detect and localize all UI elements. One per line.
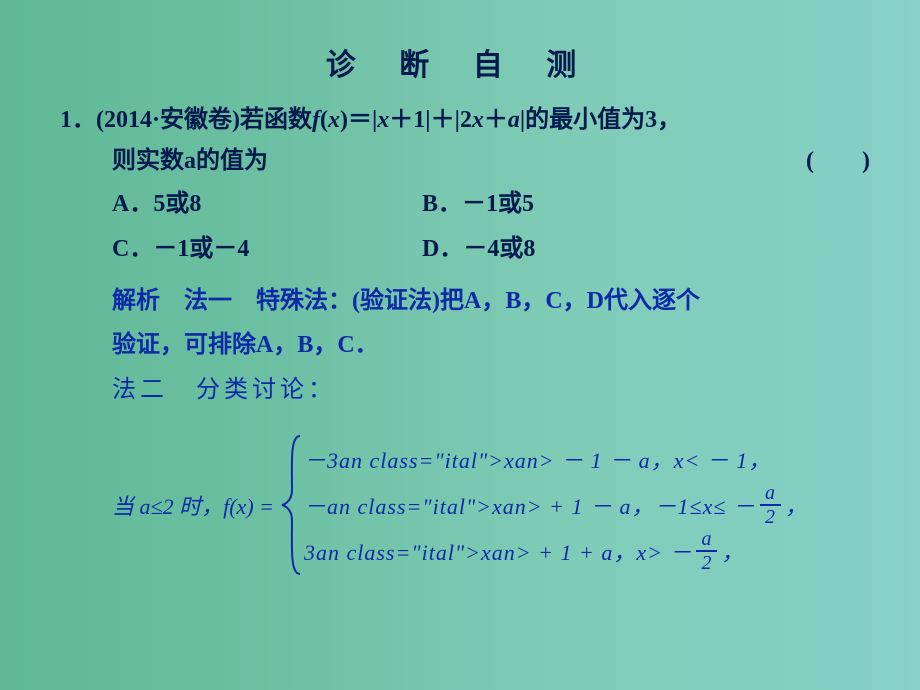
- question-stem-part2: 则实数a的值为: [112, 141, 790, 182]
- fraction-denominator: 2: [765, 506, 776, 527]
- question-source: (2014·安徽卷): [96, 107, 240, 133]
- option-c: C．－1或－4: [112, 227, 422, 273]
- case-cond: －1≤x≤ －: [655, 489, 756, 521]
- option-b: B．－1或5: [422, 182, 534, 228]
- lead-cond: a≤2: [140, 494, 174, 519]
- section-title: 诊 断 自 测: [40, 40, 880, 84]
- case-expr: 3an class="ital">xan> + 1 + a，: [304, 535, 636, 567]
- case-cond: x> －: [636, 535, 692, 567]
- method1-text-1: (验证法)把A，B，C，D代入逐个: [352, 288, 700, 314]
- options-row-1: A．5或8 B．－1或5: [112, 182, 880, 228]
- method2-line: 法二 分类讨论：: [112, 370, 880, 411]
- lead-fx: f(x) =: [223, 494, 274, 519]
- lead-prefix: 当: [112, 494, 140, 519]
- fraction: a2: [760, 483, 781, 527]
- case-cond: x< － 1，: [674, 443, 772, 475]
- method2-label: 法二: [112, 377, 168, 403]
- fraction: a2: [696, 529, 717, 573]
- option-a: A．5或8: [112, 182, 422, 228]
- lead-mid: 时，: [174, 494, 224, 519]
- case-expr: －an class="ital">xan> + 1 － a，: [304, 489, 655, 521]
- case-tail: ，: [721, 535, 744, 567]
- method1-text-2: 验证，可排除A，B，C．: [112, 332, 379, 358]
- slide: 诊 断 自 测 1．(2014·安徽卷)若函数f(x)＝|x＋1|＋|2x＋a|…: [0, 0, 920, 690]
- explain-label: 解析: [112, 288, 160, 314]
- case-row-1: －3an class="ital">xan> － 1 － a，x< － 1，: [304, 436, 808, 482]
- left-brace-icon: [280, 434, 304, 576]
- fraction-denominator: 2: [701, 552, 712, 573]
- case-row-3: 3an class="ital">xan> + 1 + a，x> －a2，: [304, 528, 808, 574]
- brace-wrap: －3an class="ital">xan> － 1 － a，x< － 1， －a…: [280, 434, 808, 576]
- formula-lead: 当 a≤2 时，f(x) =: [112, 489, 274, 521]
- answer-blank: ( ): [790, 141, 880, 182]
- option-d: D．－4或8: [422, 227, 535, 273]
- formula-block: 当 a≤2 时，f(x) = －3an class="ital">xan> － …: [112, 434, 880, 576]
- case-tail: ，: [785, 489, 808, 521]
- case-expr: －3an class="ital">xan> － 1 － a，: [304, 443, 674, 475]
- options-row-2: C．－1或－4 D．－4或8: [112, 227, 880, 273]
- fraction-numerator: a: [760, 483, 781, 506]
- case-row-2: －an class="ital">xan> + 1 － a，－1≤x≤ －a2，: [304, 482, 808, 528]
- question-line-2: 则实数a的值为 ( ): [112, 141, 880, 182]
- method2-text: 分类讨论：: [196, 377, 336, 403]
- cases-list: －3an class="ital">xan> － 1 － a，x< － 1， －a…: [304, 434, 808, 576]
- question-stem-part1: 若函数f(x)＝|x＋1|＋|2x＋a|的最小值为3，: [240, 107, 681, 133]
- method1-label: 法一 特殊法：: [184, 288, 352, 314]
- question-number: 1．: [60, 107, 96, 133]
- explanation-block: 解析 法一 特殊法：(验证法)把A，B，C，D代入逐个 验证，可排除A，B，C．: [112, 279, 880, 368]
- fraction-numerator: a: [696, 529, 717, 552]
- question-line-1: 1．(2014·安徽卷)若函数f(x)＝|x＋1|＋|2x＋a|的最小值为3，: [60, 100, 880, 141]
